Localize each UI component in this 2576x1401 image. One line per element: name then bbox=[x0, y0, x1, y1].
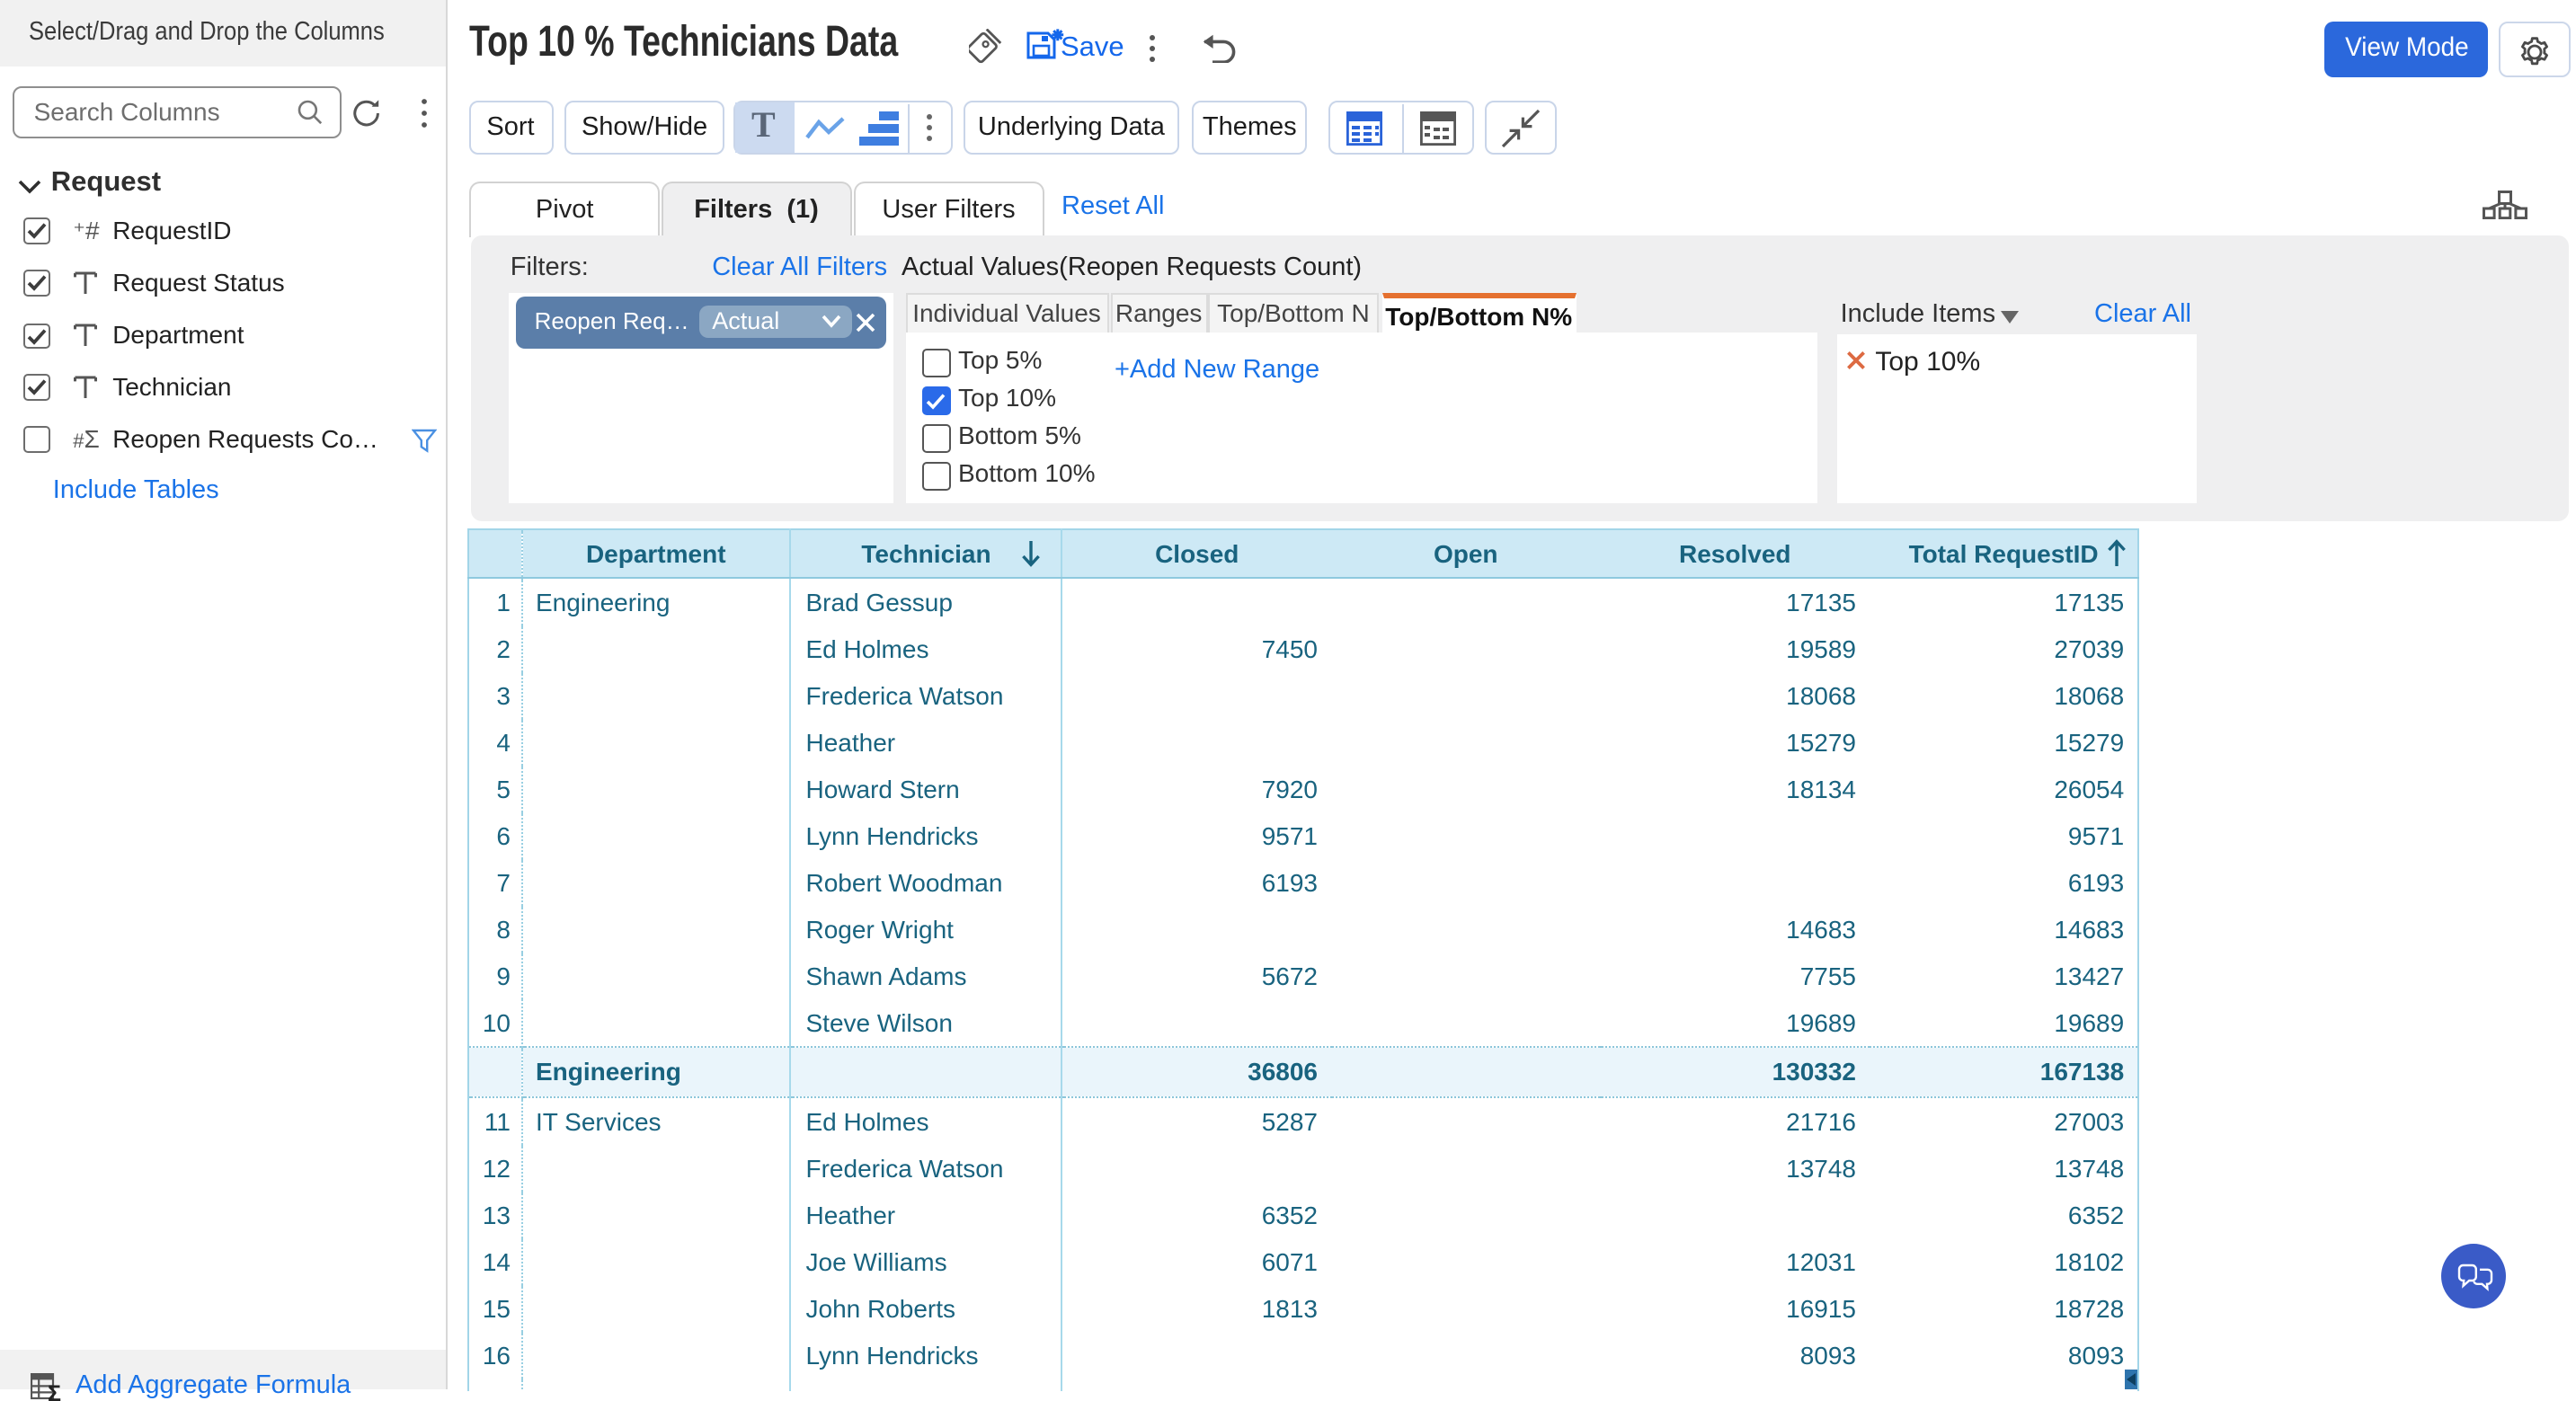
svg-text:Σ: Σ bbox=[48, 1380, 61, 1401]
